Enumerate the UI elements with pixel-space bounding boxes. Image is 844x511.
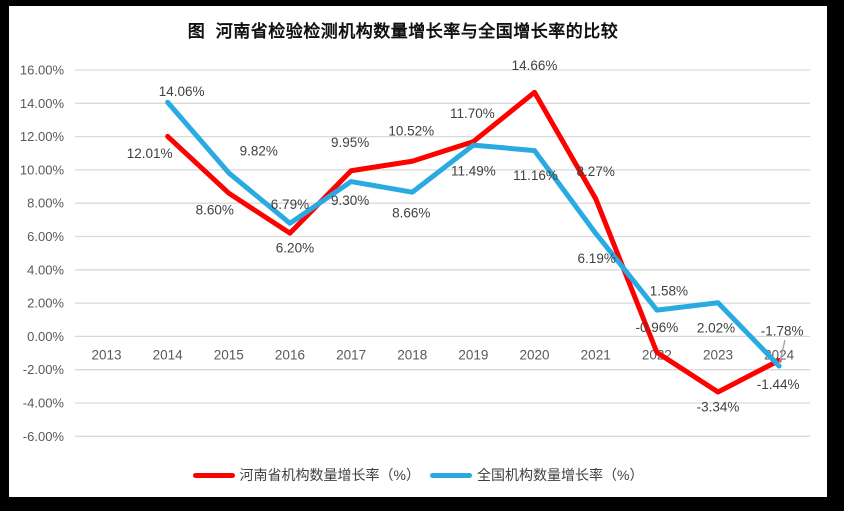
- svg-text:2.00%: 2.00%: [27, 296, 64, 311]
- chart-title: 图 河南省检验检测机构数量增长率与全国增长率的比较: [187, 22, 619, 41]
- svg-text:-3.34%: -3.34%: [697, 400, 740, 415]
- svg-text:2020: 2020: [520, 348, 550, 363]
- svg-text:9.82%: 9.82%: [240, 143, 278, 158]
- legend-line-swatch-henan-icon: [192, 472, 235, 478]
- svg-text:2.02%: 2.02%: [697, 320, 735, 335]
- svg-text:11.16%: 11.16%: [513, 168, 558, 183]
- svg-text:14.06%: 14.06%: [159, 84, 205, 99]
- svg-text:10.00%: 10.00%: [20, 162, 65, 177]
- legend-item-national: 全国机构数量增长率（%）: [430, 465, 643, 485]
- svg-text:8.66%: 8.66%: [392, 206, 430, 221]
- svg-text:11.49%: 11.49%: [451, 164, 496, 179]
- svg-text:-4.00%: -4.00%: [23, 396, 65, 411]
- svg-text:14.66%: 14.66%: [512, 58, 558, 73]
- svg-text:6.20%: 6.20%: [276, 241, 314, 256]
- svg-text:2019: 2019: [458, 348, 488, 363]
- svg-text:2013: 2013: [91, 348, 121, 363]
- svg-text:1.58%: 1.58%: [650, 284, 688, 299]
- svg-text:-6.00%: -6.00%: [23, 429, 65, 444]
- svg-text:6.00%: 6.00%: [27, 229, 64, 244]
- svg-text:8.27%: 8.27%: [577, 164, 615, 179]
- svg-text:4.00%: 4.00%: [27, 262, 64, 277]
- svg-text:9.95%: 9.95%: [331, 135, 369, 150]
- svg-text:2018: 2018: [397, 348, 427, 363]
- legend-item-henan: 河南省机构数量增长率（%）: [192, 465, 420, 485]
- svg-text:2016: 2016: [275, 348, 305, 363]
- svg-text:6.19%: 6.19%: [578, 251, 616, 266]
- svg-text:11.70%: 11.70%: [450, 106, 495, 121]
- svg-text:2023: 2023: [703, 348, 733, 363]
- svg-text:16.00%: 16.00%: [20, 63, 65, 78]
- svg-text:-2.00%: -2.00%: [23, 362, 65, 377]
- legend-label-national: 全国机构数量增长率（%）: [477, 467, 644, 483]
- svg-text:-1.78%: -1.78%: [761, 324, 804, 339]
- svg-text:2021: 2021: [581, 348, 611, 363]
- legend-line-swatch-national-icon: [430, 472, 472, 478]
- svg-text:-1.44%: -1.44%: [757, 377, 800, 392]
- chart-legend: 河南省机构数量增长率（%） 全国机构数量增长率（%）: [9, 465, 827, 485]
- svg-text:12.01%: 12.01%: [127, 146, 173, 161]
- svg-text:-0.96%: -0.96%: [635, 320, 678, 335]
- svg-text:9.30%: 9.30%: [331, 193, 369, 208]
- svg-text:2017: 2017: [336, 348, 366, 363]
- line-chart-plot: 16.00% 14.00% 12.00% 10.00% 8.00% 6.00% 4.00% 2…: [20, 58, 810, 444]
- svg-text:10.52%: 10.52%: [388, 124, 434, 139]
- chart-canvas: 图 河南省检验检测机构数量增长率与全国增长率的比较 16.00% 14.00% 12…: [9, 6, 827, 497]
- svg-text:8.00%: 8.00%: [27, 196, 64, 211]
- svg-text:2014: 2014: [153, 348, 184, 363]
- legend-label-henan: 河南省机构数量增长率（%）: [239, 467, 420, 483]
- svg-text:8.60%: 8.60%: [196, 203, 234, 218]
- svg-text:2015: 2015: [214, 348, 244, 363]
- svg-text:14.00%: 14.00%: [20, 96, 65, 111]
- svg-text:12.00%: 12.00%: [20, 129, 65, 144]
- svg-text:6.79%: 6.79%: [271, 197, 309, 212]
- svg-text:0.00%: 0.00%: [27, 329, 64, 344]
